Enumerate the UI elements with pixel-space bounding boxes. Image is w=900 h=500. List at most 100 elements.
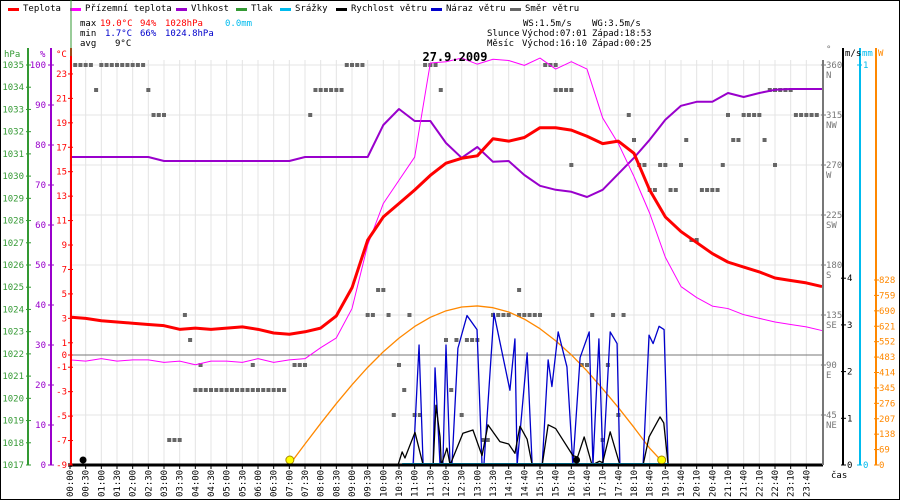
humidity-tick-label: 20 [35, 381, 46, 391]
legend-item-pressure: Tlak [236, 4, 273, 14]
temperature-line [69, 126, 823, 336]
stats-max-temp: 19.0°C [100, 19, 133, 29]
wind-direction-point [162, 113, 166, 117]
temperature-tick-label: 3 [62, 314, 67, 324]
wind-direction-point [684, 138, 689, 142]
wind-direction-point [73, 63, 78, 67]
legend-item-temperature: Teplota [8, 4, 61, 14]
humidity-tick-label: 90 [35, 101, 46, 111]
wind-direction-point [731, 138, 736, 142]
wind-direction-point [261, 388, 266, 392]
x-tick-label: 14:40 [520, 470, 530, 497]
humidity-tick-label: 80 [35, 141, 46, 151]
x-tick-label: 08:30 [332, 470, 342, 497]
temperature-tick-label: 9 [62, 241, 67, 251]
wind-tick-label: 2 [847, 368, 852, 378]
x-tick-label: 03:00 [160, 470, 170, 497]
humidity-line [70, 88, 822, 198]
wind-direction-point [276, 388, 281, 392]
humidity-axis-label: % [40, 50, 46, 60]
wind-tick-label: 1 [847, 414, 852, 424]
wind-direction-point [360, 63, 365, 67]
wind-direction-point [668, 188, 673, 192]
humidity-tick-label: 50 [35, 261, 46, 271]
wind-direction-point [715, 188, 720, 192]
solar-tick-label: 207 [879, 415, 895, 425]
stats-min-pressure: 1024.8hPa [165, 29, 214, 39]
compass-label: E [826, 371, 831, 381]
pressure-tick-label: 1020 [2, 394, 24, 404]
wind-direction-point [88, 63, 93, 67]
solar-tick-label: 483 [879, 353, 895, 363]
legend-swatch [70, 7, 81, 11]
legend-label: Náraz větru [446, 4, 506, 14]
moonrise-marker [573, 456, 581, 464]
x-tick-label: 15:10 [536, 470, 546, 497]
legend-swatch [280, 7, 291, 11]
wind-direction-point [402, 388, 407, 392]
x-tick-label: 17:40 [614, 470, 624, 497]
wind-direction-point [323, 88, 328, 92]
x-tick-label: 08:00 [317, 470, 327, 497]
solar-tick-label: 621 [879, 322, 895, 332]
stats-max-pressure: 1028hPa [165, 19, 203, 29]
x-tick-label: 11:30 [426, 470, 436, 497]
x-tick-label: 03:30 [176, 470, 186, 497]
wind-direction-point [459, 413, 464, 417]
wind-direction-point [318, 88, 323, 92]
wind-direction-point [506, 313, 511, 317]
precip-axis-label: mm [862, 49, 873, 59]
stats-max-humidity: 94% [140, 19, 157, 29]
wind-direction-point [120, 63, 125, 67]
temperature-tick-label: 17 [56, 143, 67, 153]
wind-direction-point [710, 188, 715, 192]
direction-tick-label: 135 [826, 311, 842, 321]
wind-direction-point [250, 363, 255, 367]
wind-direction-point [757, 113, 762, 117]
stats-max-rain: 0.0mm [225, 19, 253, 29]
pressure-tick-label: 1024 [2, 305, 24, 315]
x-tick-label: 02:00 [129, 470, 139, 497]
x-tick-label: 23:10 [787, 470, 797, 497]
wind-direction-point [532, 313, 537, 317]
legend-label: Vlhkost [191, 4, 229, 14]
x-tick-label: 19:40 [677, 470, 687, 497]
wind-direction-point [250, 388, 255, 392]
wind-direction-point [229, 388, 234, 392]
wind-speed-line [70, 404, 822, 466]
legend-item-apparent-temperature: Přízemní teplota [70, 4, 172, 14]
wind-direction-point [799, 113, 804, 117]
legend-item-wind-gust: Náraz větru [431, 4, 506, 14]
wind-direction-point [365, 313, 370, 317]
temperature-tick-label: 0 [62, 351, 67, 361]
legend-swatch [8, 7, 19, 11]
wind-direction-point [370, 313, 375, 317]
pressure-tick-label: 1019 [2, 417, 24, 427]
wind-direction-point [626, 113, 631, 117]
x-tick-label: 16:40 [583, 470, 593, 497]
direction-tick-label: 90 [826, 361, 837, 371]
wind-direction-point [344, 63, 349, 67]
temperature-tick-label: 23 [56, 70, 67, 80]
precip-tick-label: 0 [863, 461, 868, 471]
wind-direction-point [438, 88, 443, 92]
pressure-tick-label: 1025 [2, 283, 24, 293]
wind-direction-point [632, 138, 636, 142]
wind-direction-point [699, 188, 704, 192]
x-tick-label: 20:40 [708, 470, 718, 497]
wind-direction-point [652, 188, 657, 192]
compass-label: S [826, 271, 831, 281]
wind-direction-point [621, 313, 626, 317]
wind-direction-point [177, 438, 182, 442]
wind-direction-point [292, 363, 297, 367]
x-tick-label: 04:30 [207, 470, 217, 497]
solar-tick-label: 138 [879, 430, 895, 440]
x-tick-label: 07:00 [285, 470, 295, 497]
x-tick-label: 19:10 [661, 470, 671, 497]
x-tick-label: 18:40 [646, 470, 656, 497]
temperature-tick-label: -1 [56, 363, 67, 373]
wind-direction-point [726, 113, 730, 117]
chart-title: 27.9.2009 [422, 50, 487, 64]
wind-direction-point [167, 438, 172, 442]
